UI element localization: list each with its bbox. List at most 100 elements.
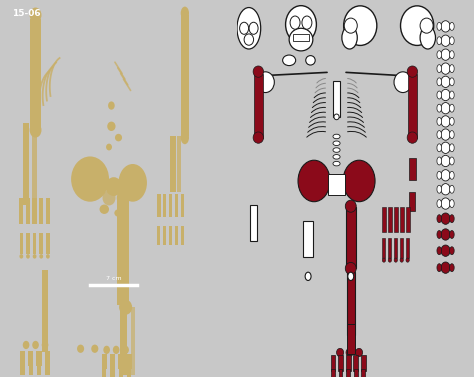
- Ellipse shape: [334, 114, 339, 120]
- Bar: [254, 74, 263, 138]
- Bar: [388, 207, 392, 231]
- Bar: [45, 351, 50, 366]
- Ellipse shape: [346, 348, 353, 357]
- Ellipse shape: [437, 23, 442, 31]
- Ellipse shape: [441, 262, 450, 273]
- Bar: [338, 355, 343, 371]
- Ellipse shape: [107, 121, 116, 131]
- Ellipse shape: [333, 161, 340, 166]
- Ellipse shape: [437, 118, 442, 125]
- Ellipse shape: [441, 89, 450, 101]
- Bar: [28, 351, 33, 366]
- Bar: [382, 207, 386, 231]
- Ellipse shape: [449, 23, 454, 31]
- Ellipse shape: [449, 65, 454, 73]
- Ellipse shape: [29, 8, 41, 23]
- Ellipse shape: [437, 171, 442, 179]
- Bar: [181, 226, 184, 245]
- Bar: [361, 369, 365, 377]
- Ellipse shape: [441, 213, 450, 224]
- Bar: [33, 233, 36, 254]
- Bar: [250, 205, 257, 241]
- Ellipse shape: [441, 155, 450, 167]
- Bar: [46, 233, 50, 254]
- Bar: [36, 351, 42, 366]
- Ellipse shape: [333, 134, 340, 139]
- Ellipse shape: [356, 348, 363, 357]
- Bar: [157, 226, 160, 245]
- Ellipse shape: [449, 104, 454, 112]
- Ellipse shape: [345, 200, 356, 212]
- Bar: [394, 238, 397, 259]
- Bar: [169, 194, 173, 217]
- Ellipse shape: [388, 258, 392, 262]
- Ellipse shape: [103, 346, 110, 354]
- Bar: [346, 324, 355, 354]
- Ellipse shape: [437, 247, 442, 255]
- Bar: [19, 233, 23, 254]
- Ellipse shape: [237, 8, 261, 49]
- Bar: [333, 81, 340, 117]
- Ellipse shape: [437, 185, 442, 193]
- Ellipse shape: [449, 51, 454, 59]
- Ellipse shape: [253, 132, 264, 143]
- Ellipse shape: [437, 78, 442, 86]
- Bar: [181, 15, 189, 136]
- Ellipse shape: [400, 258, 403, 262]
- Ellipse shape: [343, 160, 375, 202]
- Bar: [117, 200, 129, 305]
- Ellipse shape: [420, 26, 436, 49]
- Ellipse shape: [19, 254, 23, 259]
- Ellipse shape: [437, 215, 442, 222]
- Bar: [19, 198, 23, 224]
- Bar: [406, 207, 410, 231]
- Ellipse shape: [32, 341, 39, 349]
- Bar: [331, 369, 335, 377]
- Ellipse shape: [437, 131, 442, 139]
- Bar: [102, 368, 106, 377]
- Ellipse shape: [437, 157, 442, 165]
- Bar: [400, 207, 404, 231]
- Bar: [42, 270, 47, 352]
- Bar: [46, 366, 49, 375]
- Ellipse shape: [181, 6, 189, 20]
- Ellipse shape: [39, 254, 43, 259]
- Ellipse shape: [441, 229, 450, 240]
- Bar: [394, 207, 398, 231]
- Bar: [292, 34, 309, 41]
- Ellipse shape: [91, 345, 99, 353]
- Bar: [127, 368, 131, 377]
- Ellipse shape: [23, 341, 29, 349]
- Ellipse shape: [114, 209, 123, 217]
- Ellipse shape: [102, 190, 116, 205]
- Bar: [388, 238, 392, 259]
- Ellipse shape: [181, 131, 189, 144]
- Ellipse shape: [449, 247, 454, 255]
- Bar: [175, 226, 178, 245]
- Bar: [175, 194, 178, 217]
- Bar: [181, 194, 184, 217]
- Ellipse shape: [302, 16, 312, 29]
- Ellipse shape: [244, 34, 254, 45]
- Ellipse shape: [449, 215, 454, 222]
- Bar: [408, 74, 417, 138]
- Ellipse shape: [441, 103, 450, 114]
- Bar: [170, 136, 176, 192]
- Ellipse shape: [298, 160, 330, 202]
- Ellipse shape: [437, 37, 442, 45]
- Ellipse shape: [401, 6, 434, 46]
- Bar: [101, 354, 107, 369]
- Bar: [338, 369, 342, 377]
- Bar: [39, 198, 43, 224]
- Ellipse shape: [449, 231, 454, 239]
- Ellipse shape: [106, 144, 112, 150]
- Bar: [410, 192, 415, 211]
- Ellipse shape: [449, 185, 454, 193]
- Ellipse shape: [437, 144, 442, 152]
- Bar: [118, 368, 123, 377]
- Ellipse shape: [441, 170, 450, 181]
- Ellipse shape: [437, 91, 442, 99]
- Bar: [119, 307, 127, 375]
- Bar: [30, 19, 41, 132]
- Bar: [118, 354, 123, 369]
